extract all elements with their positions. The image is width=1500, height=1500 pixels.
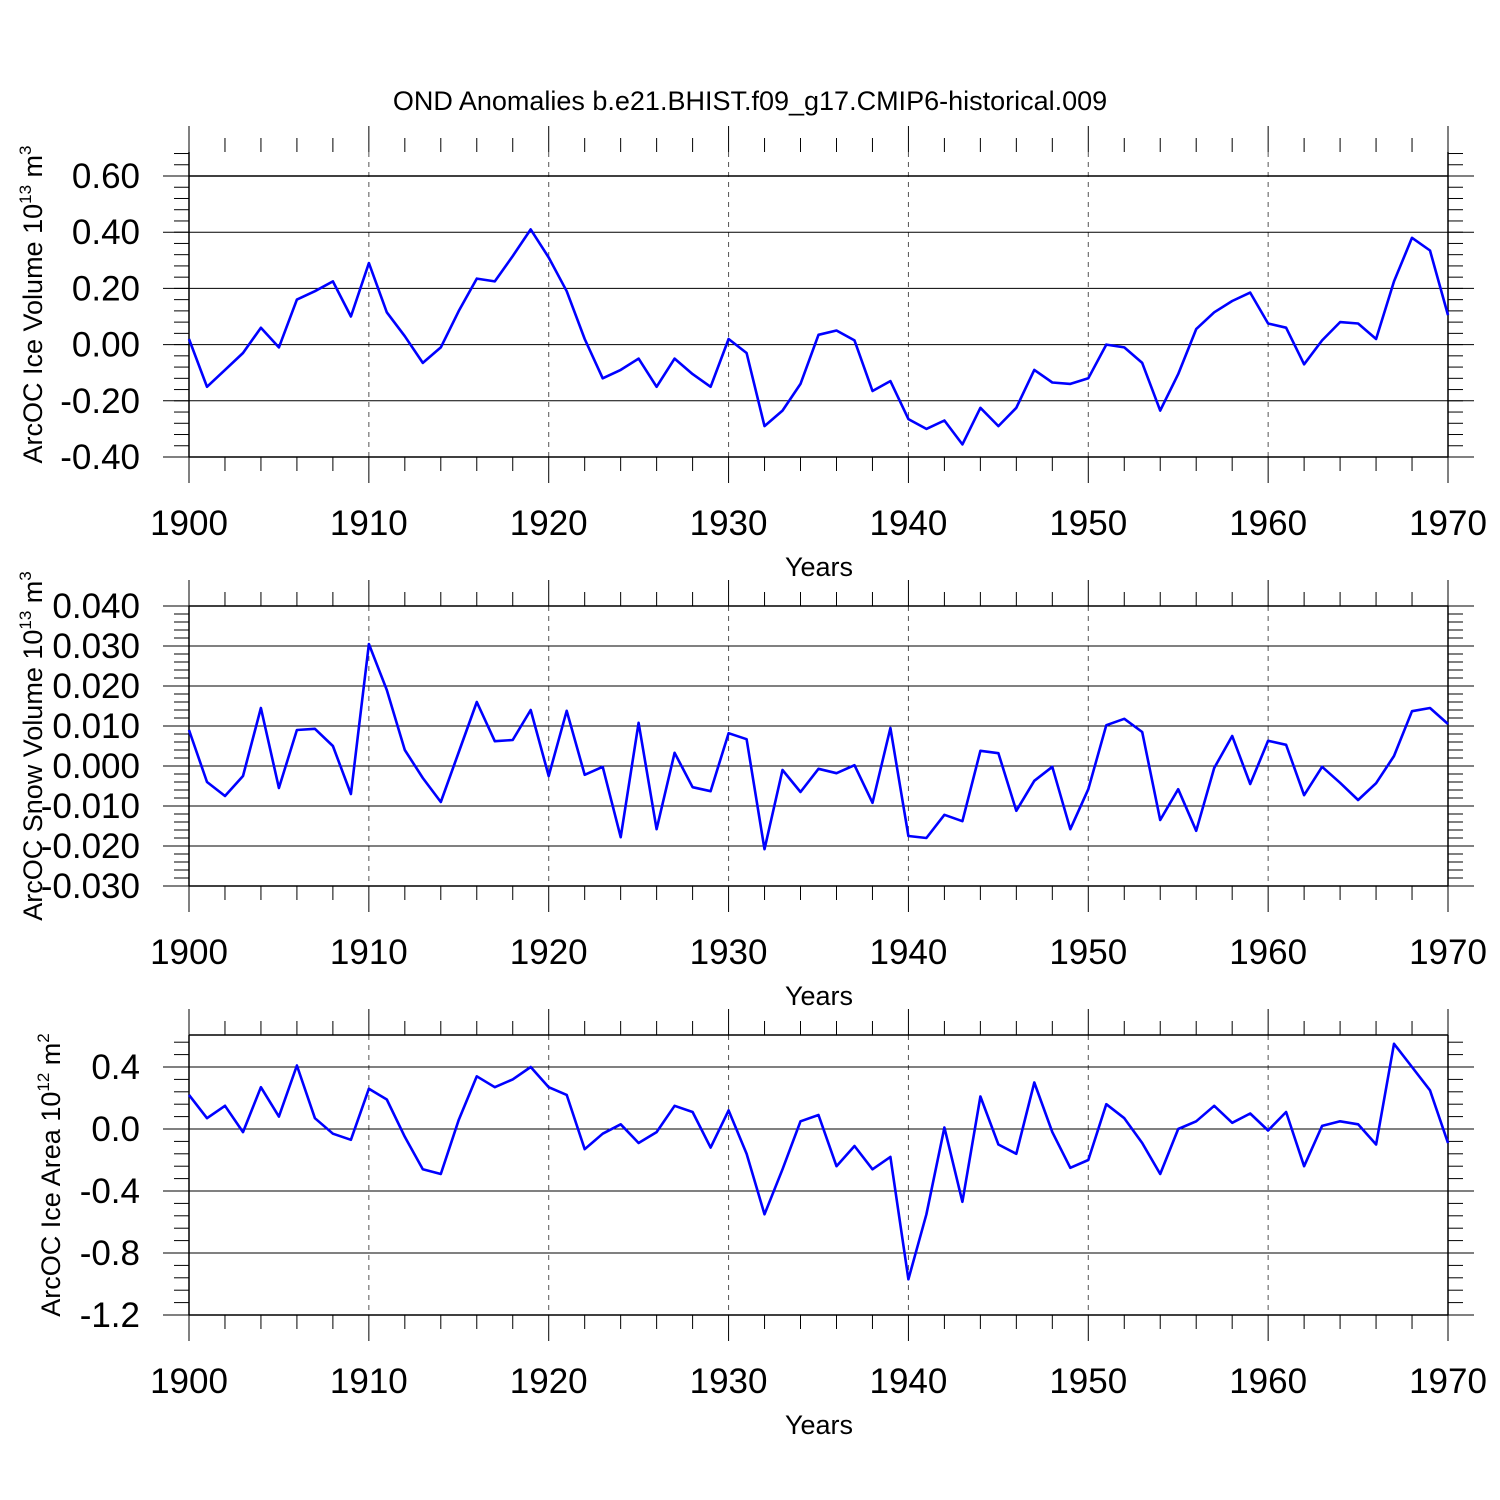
x-tick-label: 1940 — [869, 1362, 947, 1401]
y-tick-label: 0.030 — [52, 627, 140, 666]
y-tick-label: 0.4 — [91, 1048, 140, 1087]
x-tick-label: 1950 — [1049, 504, 1127, 543]
y-axis-title: ArcOC Snow Volume 1013 m3 — [16, 571, 48, 921]
y-tick-label: 0.20 — [72, 269, 140, 308]
y-tick-label: 0.040 — [52, 587, 140, 626]
x-tick-label: 1900 — [150, 1362, 228, 1401]
y-tick-label: 0.010 — [52, 707, 140, 746]
chart-panel-3: -1.2 -0.8 -0.4 0.0 0.4 1900 1910 1920 1930 1940 19… — [34, 1009, 1487, 1440]
series-line — [187, 228, 1450, 446]
x-tick-label: 1920 — [510, 1362, 588, 1401]
y-tick-label: 0.40 — [72, 213, 140, 252]
y-tick-label: 0.00 — [72, 326, 140, 365]
y-axis-title: ArcOC Ice Volume 1013 m3 — [16, 145, 48, 463]
y-tick-label: -0.010 — [41, 787, 140, 826]
y-axis-title: ArcOC Ice Area 1012 m2 — [34, 1033, 66, 1317]
x-axis-title: Years — [785, 1410, 853, 1440]
chart-panel-1: -0.40 -0.20 0.00 0.20 0.40 0.60 1900 1910 1920 19… — [16, 126, 1487, 582]
x-tick-label: 1950 — [1049, 933, 1127, 972]
y-tick-label: -0.20 — [60, 382, 140, 421]
x-axis-title: Years — [785, 981, 853, 1011]
x-tick-label: 1970 — [1409, 933, 1487, 972]
y-tick-label: 0.000 — [52, 747, 140, 786]
x-tick-label: 1960 — [1229, 933, 1307, 972]
x-tick-label: 1920 — [510, 504, 588, 543]
y-tick-label: -0.8 — [80, 1234, 140, 1273]
chart-title: OND Anomalies b.e21.BHIST.f09_g17.CMIP6-… — [393, 86, 1107, 116]
x-tick-label: 1930 — [690, 1362, 768, 1401]
x-tick-label: 1940 — [869, 504, 947, 543]
y-tick-label: -0.030 — [41, 867, 140, 906]
y-tick-label: -0.020 — [41, 827, 140, 866]
chart-panels: -0.40 -0.20 0.00 0.20 0.40 0.60 1900 1910 1920 19… — [16, 126, 1487, 1440]
series-line — [187, 1042, 1450, 1281]
x-tick-label: 1930 — [690, 504, 768, 543]
x-tick-label: 1910 — [330, 1362, 408, 1401]
x-tick-label: 1910 — [330, 933, 408, 972]
y-tick-label: 0.020 — [52, 667, 140, 706]
x-tick-label: 1930 — [690, 933, 768, 972]
x-tick-label: 1970 — [1409, 504, 1487, 543]
y-tick-label: 0.0 — [91, 1110, 140, 1149]
x-tick-label: 1970 — [1409, 1362, 1487, 1401]
y-tick-label: -1.2 — [80, 1296, 140, 1335]
x-tick-label: 1900 — [150, 504, 228, 543]
series-line — [187, 642, 1449, 851]
y-tick-label: -0.4 — [80, 1172, 140, 1211]
x-tick-label: 1960 — [1229, 504, 1307, 543]
chart-panel-2: -0.030-0.020-0.0100.0000.0100.0200.0300.… — [16, 571, 1487, 1011]
x-axis-title: Years — [785, 552, 853, 582]
x-tick-label: 1900 — [150, 933, 228, 972]
x-tick-label: 1940 — [869, 933, 947, 972]
y-tick-label: 0.60 — [72, 157, 140, 196]
x-tick-label: 1950 — [1049, 1362, 1127, 1401]
x-tick-label: 1960 — [1229, 1362, 1307, 1401]
x-tick-label: 1910 — [330, 504, 408, 543]
x-tick-label: 1920 — [510, 933, 588, 972]
y-tick-label: -0.40 — [60, 438, 140, 477]
